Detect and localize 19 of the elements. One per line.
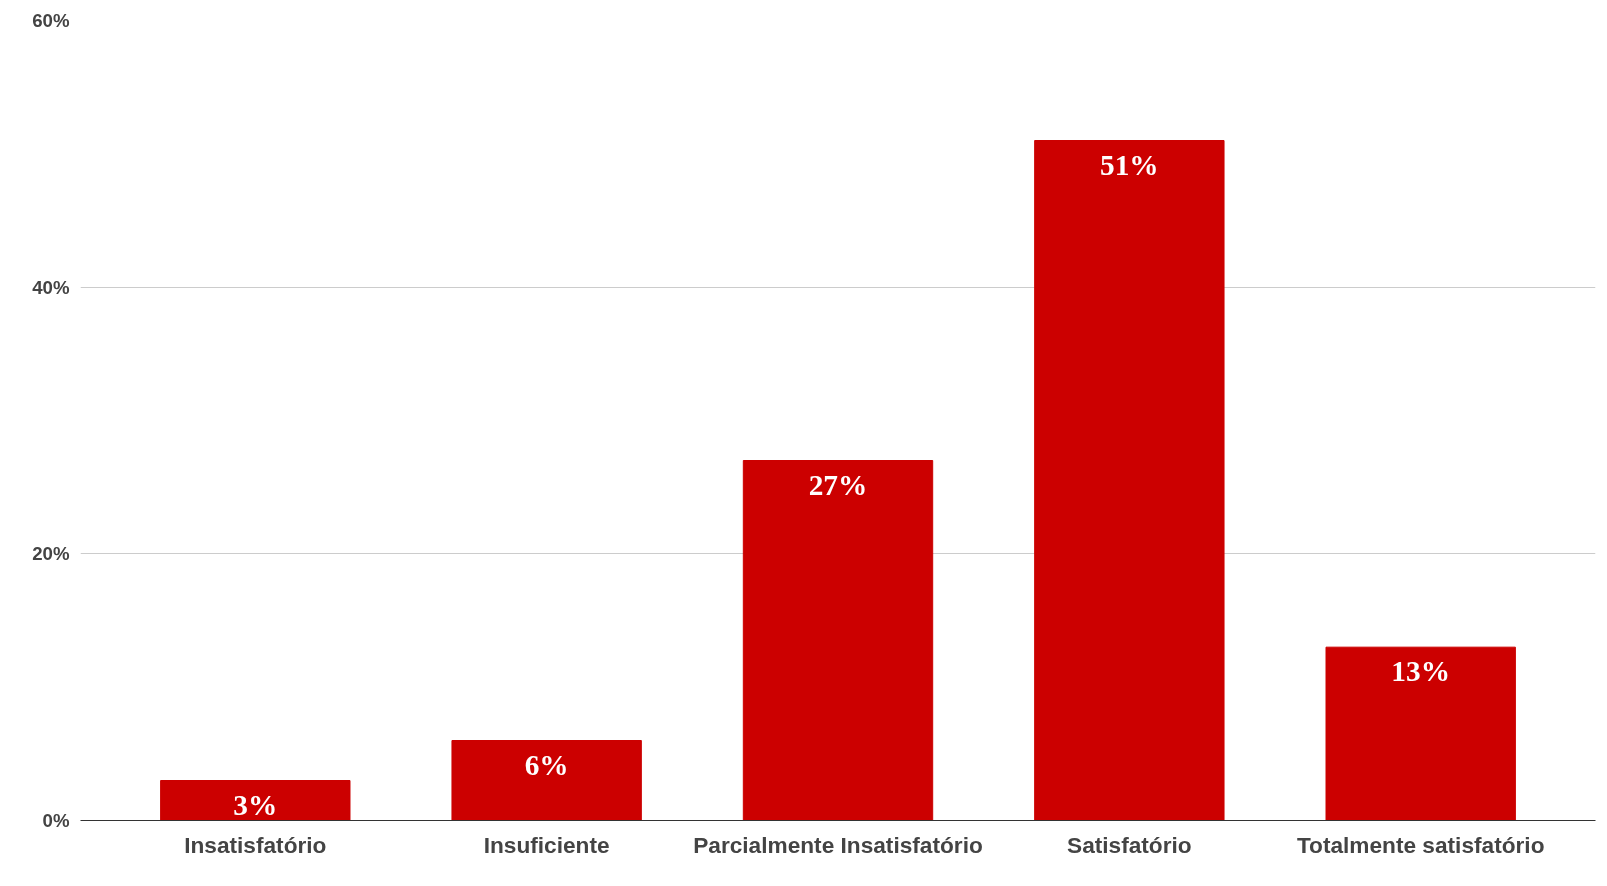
bar: [742, 460, 934, 821]
data-label: 6%: [524, 748, 569, 781]
bar: [1034, 140, 1225, 821]
y-tick-label: 40%: [32, 276, 70, 298]
y-tick-label: 20%: [32, 543, 70, 565]
bar: [1325, 646, 1516, 821]
x-tick-label: Totalmente satisfatório: [1296, 831, 1545, 858]
data-label: 27%: [808, 468, 868, 501]
bar: [451, 740, 642, 821]
data-label: 3%: [233, 788, 278, 821]
x-tick-label: Parcialmente Insatisfatório: [693, 831, 983, 858]
data-label: 51%: [1100, 148, 1159, 181]
x-tick-label: Satisfatório: [1067, 831, 1192, 858]
y-tick-label: 60%: [32, 10, 70, 31]
bar: [160, 780, 351, 821]
x-tick-label: Insuficiente: [483, 831, 610, 858]
x-tick-label: Insatisfatório: [184, 831, 327, 858]
data-label: 13%: [1391, 655, 1451, 688]
y-tick-label: 0%: [42, 810, 70, 831]
